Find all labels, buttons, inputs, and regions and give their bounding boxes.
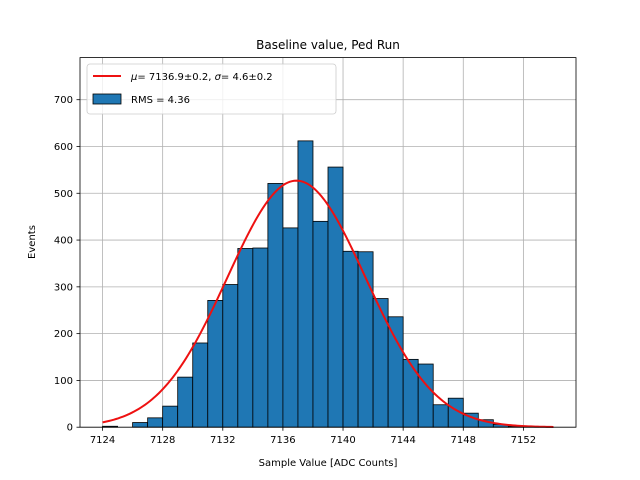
histogram-bar	[177, 376, 194, 428]
histogram-bar	[222, 284, 239, 428]
histogram-bar	[162, 405, 179, 428]
x-tick-label: 7144	[390, 435, 415, 446]
histogram-bar	[267, 183, 284, 428]
x-tick-label: 7124	[90, 435, 115, 446]
legend-sigma-value: = 4.6±0.2	[221, 72, 273, 83]
legend-histogram-label: RMS = 4.36	[131, 95, 190, 106]
histogram-bar	[312, 220, 329, 428]
histogram-bar	[372, 298, 389, 428]
histogram-bar	[132, 422, 149, 428]
y-tick-label: 400	[54, 236, 73, 247]
x-tick-label: 7132	[210, 435, 235, 446]
y-tick-label: 500	[54, 189, 73, 200]
x-tick-label: 7128	[150, 435, 175, 446]
histogram-bar	[327, 166, 344, 428]
fit-curve	[102, 179, 554, 428]
legend-histogram-swatch	[92, 93, 122, 105]
y-tick-label: 700	[54, 95, 73, 106]
histogram-bar	[252, 247, 269, 428]
x-axis-ticks: 7124 7128 7132 7136 7140 7144 7148 7152	[90, 427, 536, 446]
x-tick-label: 7148	[451, 435, 476, 446]
histogram-bars	[102, 140, 539, 428]
legend-sigma-symbol: σ	[215, 72, 222, 83]
legend-mu-value: = 7136.9±0.2,	[137, 72, 214, 83]
legend-fit-label: μ= 7136.9±0.2, σ= 4.6±0.2	[130, 72, 273, 83]
histogram-bar	[432, 404, 449, 428]
y-tick-label: 300	[54, 282, 73, 293]
x-axis-title: Sample Value [ADC Counts]	[259, 458, 398, 469]
y-tick-label: 200	[54, 329, 73, 340]
histogram-bar	[237, 248, 254, 428]
histogram-bar	[342, 250, 359, 428]
x-tick-label: 7152	[511, 435, 536, 446]
y-tick-label: 600	[54, 142, 73, 153]
histogram-bar	[402, 358, 419, 428]
histogram-bar	[417, 363, 434, 428]
plot-frame	[79, 57, 577, 428]
y-axis-ticks: 0 100 200 300 400 500 600 700	[54, 95, 80, 434]
y-tick-label: 0	[67, 423, 73, 434]
fit-curve-group	[102, 179, 554, 428]
x-tick-label: 7140	[330, 435, 355, 446]
y-tick-label: 100	[54, 376, 73, 387]
x-tick-label: 7136	[270, 435, 295, 446]
chart-title: Baseline value, Ped Run	[256, 38, 400, 52]
histogram-bar	[147, 417, 164, 428]
histogram-bar	[207, 300, 224, 428]
histogram-bar	[387, 316, 404, 428]
legend-box	[86, 63, 337, 115]
histogram-bar	[282, 227, 299, 428]
histogram-bar	[192, 342, 209, 428]
legend: μ= 7136.9±0.2, σ= 4.6±0.2 RMS = 4.36	[86, 63, 337, 115]
y-axis-title: Events	[27, 225, 38, 259]
legend-mu-symbol: μ	[130, 72, 137, 83]
